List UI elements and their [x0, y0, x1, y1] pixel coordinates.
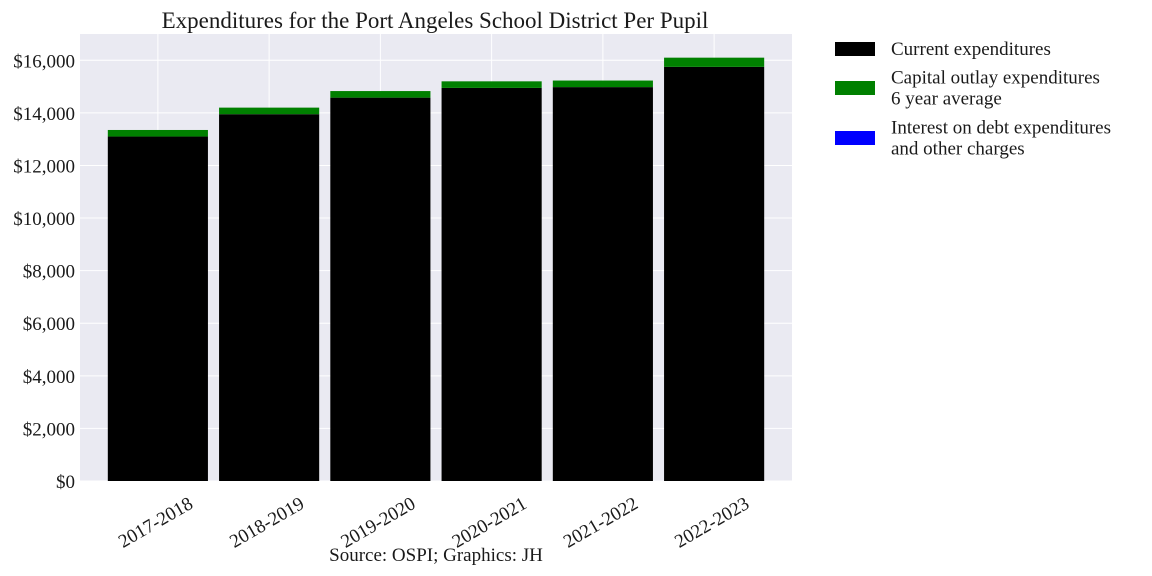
bar-segment-series-2: [664, 57, 765, 67]
chart-caption: Source: OSPI; Graphics: JH: [329, 545, 543, 566]
legend-swatch-series-2: [835, 81, 875, 95]
x-tick-label: 2022-2023: [671, 493, 753, 552]
bars: [107, 57, 765, 482]
x-tick-label: 2021-2022: [560, 493, 642, 552]
legend-swatch-series-3: [835, 131, 875, 145]
bar-segment-series-2: [441, 81, 542, 88]
y-tick-label: $16,000: [13, 51, 75, 72]
bar-segment-series-1: [441, 87, 542, 481]
legend-label-series-2: Capital outlay expenditures 6 year averag…: [891, 68, 1100, 110]
legend-label-series-3: Interest on debt expenditures and other c…: [891, 118, 1111, 160]
y-tick-label: $14,000: [13, 104, 75, 125]
bar-segment-series-2: [552, 80, 653, 88]
legend-label-line: Current expenditures: [891, 39, 1051, 60]
y-tick-label: $2,000: [23, 419, 75, 440]
y-tick-label: $12,000: [13, 156, 75, 177]
y-tick-label: $4,000: [23, 367, 75, 388]
x-tick-label: 2018-2019: [226, 493, 308, 552]
bar-segment-series-1: [107, 136, 208, 481]
chart-title: Expenditures for the Port Angeles School…: [162, 8, 709, 33]
x-axis-tick-labels: 2017-2018 2018-2019 2019-2020 2020-2021 2021…: [115, 493, 753, 552]
y-tick-label: $6,000: [23, 314, 75, 335]
bar-segment-series-1: [552, 87, 653, 481]
bar-segment-series-2: [330, 91, 431, 98]
bar-segment-series-1: [330, 97, 431, 481]
x-tick-label: 2020-2021: [449, 493, 531, 552]
bar-segment-series-2: [107, 129, 208, 137]
bar-segment-series-2: [219, 107, 320, 115]
bar-segment-series-1: [219, 114, 320, 482]
y-tick-label: $8,000: [23, 262, 75, 283]
y-tick-label: $0: [56, 472, 75, 493]
legend-label-line: Interest on debt expenditures: [891, 118, 1111, 139]
legend-swatch-series-1: [835, 42, 875, 56]
legend-label-line: 6 year average: [891, 89, 1002, 110]
y-axis-tick-labels: $0 $2,000 $4,000 $6,000 $8,000 $10,000 $12,000…: [13, 51, 75, 493]
legend-label-line: Capital outlay expenditures: [891, 68, 1100, 89]
x-tick-label: 2019-2020: [337, 493, 419, 552]
legend: Current expenditures Capital outlay expen…: [835, 39, 1111, 160]
x-tick-label: 2017-2018: [115, 493, 197, 552]
y-tick-label: $10,000: [13, 209, 75, 230]
bar-segment-series-1: [664, 66, 765, 481]
legend-label-series-1: Current expenditures: [891, 39, 1051, 60]
legend-label-line: and other charges: [891, 139, 1025, 160]
